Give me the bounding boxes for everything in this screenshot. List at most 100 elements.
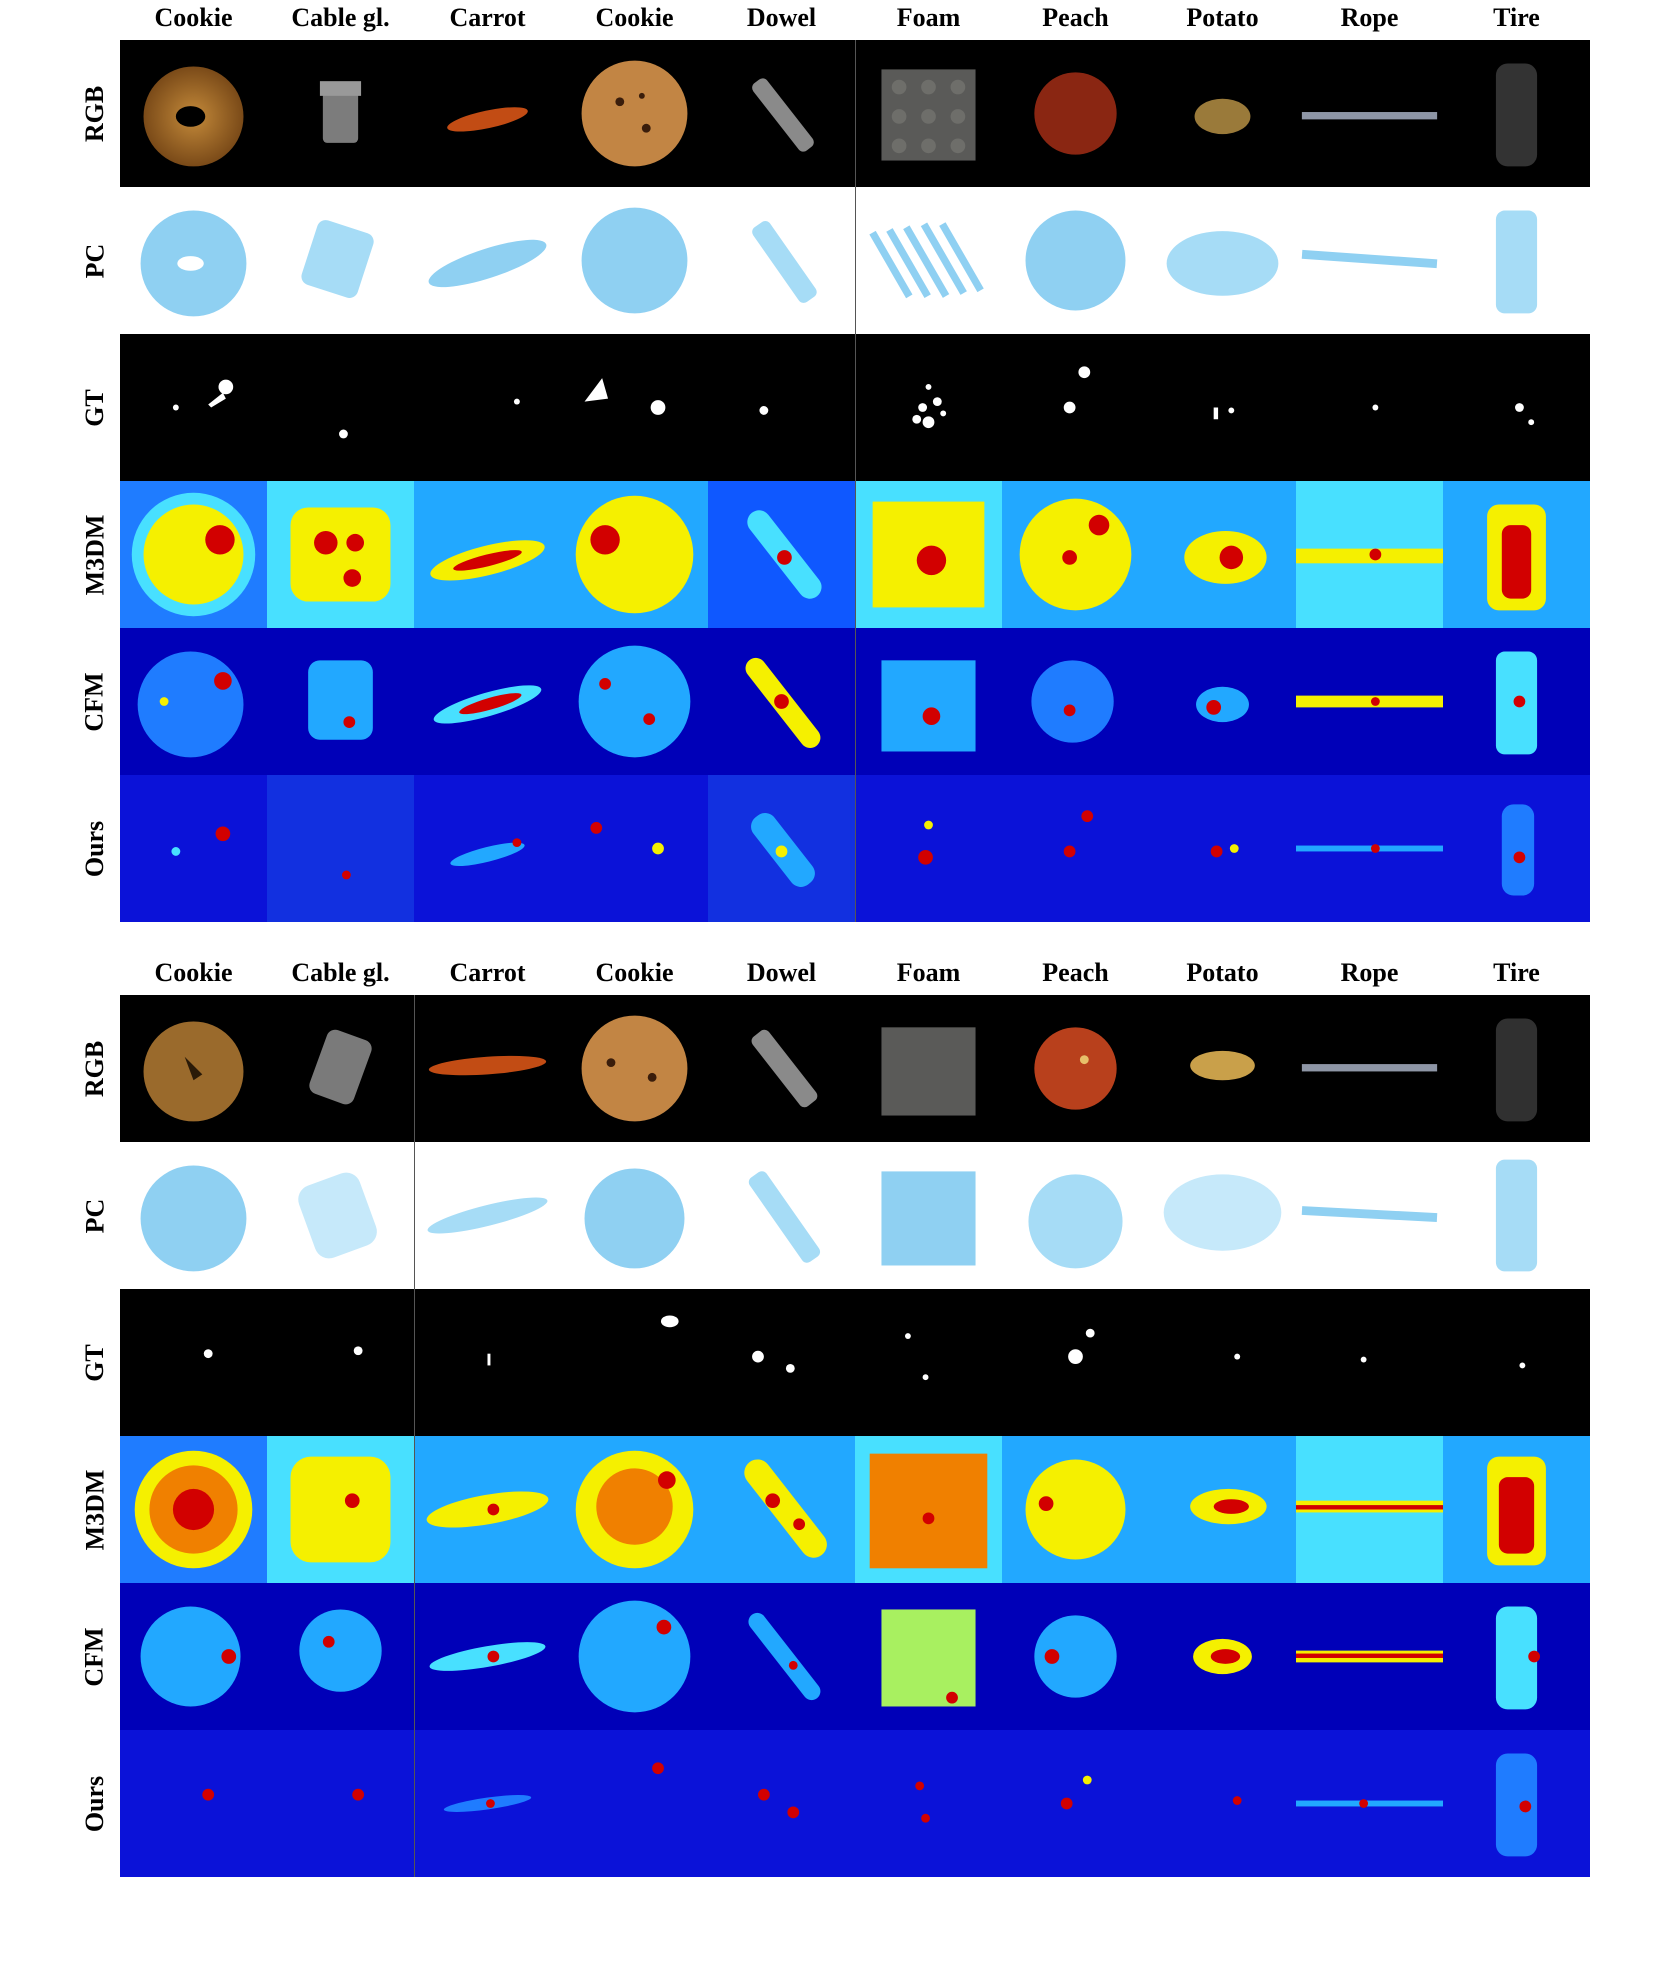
gt-mask [1149,1289,1296,1436]
gt-mask [1296,1289,1443,1436]
m3dm-heatmap [267,481,414,628]
m3dm-heatmap [1296,481,1443,628]
column-header: Cable gl. [291,3,390,32]
m3dm-heatmap [414,1436,561,1583]
ours-heatmap [120,775,267,922]
column-header: Cookie [595,958,674,987]
rgb-image [1149,995,1296,1142]
gt-mask [120,1289,267,1436]
rgb-image [1443,995,1590,1142]
rgb-image [1296,40,1443,187]
gt-mask [120,334,267,481]
rgb-image [561,40,708,187]
pc-image [1002,187,1149,334]
rgb-image [855,995,1002,1142]
column-header: Rope [1340,3,1399,32]
column-header: Potato [1186,958,1259,987]
column-header: Rope [1340,958,1399,987]
gt-mask [708,334,855,481]
pc-image [561,1142,708,1289]
rgb-image [855,40,1002,187]
pc-image [267,1142,414,1289]
m3dm-heatmap [561,1436,708,1583]
m3dm-heatmap [1443,481,1590,628]
ours-heatmap [1296,775,1443,922]
cfm-heatmap [1443,628,1590,775]
gt-mask [1002,1289,1149,1436]
ours-heatmap [414,1730,561,1877]
m3dm-heatmap [708,1436,855,1583]
cfm-heatmap [1149,1583,1296,1730]
column-header: Tire [1493,958,1540,987]
pc-image [414,187,561,334]
pc-image [1149,1142,1296,1289]
cfm-heatmap [708,1583,855,1730]
m3dm-heatmap [1002,481,1149,628]
m3dm-heatmap [1296,1436,1443,1583]
m3dm-heatmap [708,481,855,628]
rgb-image [708,40,855,187]
row-label-rgb: RGB [80,85,109,142]
m3dm-heatmap [120,481,267,628]
m3dm-heatmap [120,1436,267,1583]
row-label-ours: Ours [80,820,109,877]
row-label-m3dm: M3DM [80,514,110,595]
rgb-image [708,995,855,1142]
gt-mask [561,1289,708,1436]
pc-row [120,187,1590,334]
column-header: Carrot [449,3,526,32]
m3dm-heatmap [855,1436,1002,1583]
row-label-cfm: CFM [79,671,109,732]
gt-mask [1443,1289,1590,1436]
ours-heatmap [708,1730,855,1877]
ours-heatmap [414,775,561,922]
rgb-image [1296,995,1443,1142]
ours-heatmap [1443,1730,1590,1877]
ours-heatmap [267,1730,414,1877]
pc-image [855,187,1002,334]
m3dm-heatmap [1149,481,1296,628]
gt-mask [1002,334,1149,481]
pc-image [1002,1142,1149,1289]
rgb-image [120,995,267,1142]
ours-row [120,1730,1590,1877]
cfm-heatmap [708,628,855,775]
ours-row [120,775,1590,922]
gt-row [120,1289,1590,1436]
panel-2: Cookie Cable gl. Carrot Cookie Dowel Foa… [0,955,1661,1885]
rgb-row [120,995,1590,1142]
rgb-image [120,40,267,187]
gt-mask [855,334,1002,481]
rgb-image [1002,40,1149,187]
column-header: Cable gl. [291,958,390,987]
cfm-heatmap [414,628,561,775]
pc-image [120,1142,267,1289]
pc-image [120,187,267,334]
ours-heatmap [1149,1730,1296,1877]
m3dm-heatmap [561,481,708,628]
cfm-heatmap [414,1583,561,1730]
column-header: Peach [1042,3,1109,32]
gt-mask [1149,334,1296,481]
ours-heatmap [1296,1730,1443,1877]
rgb-image [1002,995,1149,1142]
pc-image [1443,1142,1590,1289]
m3dm-heatmap [1149,1436,1296,1583]
ours-heatmap [120,1730,267,1877]
panel-1: Cookie Cable gl. Carrot Cookie Dowel Foa… [0,0,1661,930]
pc-image [1296,1142,1443,1289]
cfm-heatmap [1296,1583,1443,1730]
cfm-heatmap [120,628,267,775]
column-header: Dowel [746,958,817,987]
column-header: Foam [896,958,961,987]
pc-image [414,1142,561,1289]
row-label-m3dm: M3DM [80,1469,110,1550]
ours-heatmap [1443,775,1590,922]
rgb-image [1149,40,1296,187]
column-header: Cookie [154,3,233,32]
rgb-image [1443,40,1590,187]
cfm-heatmap [1149,628,1296,775]
rgb-image [561,995,708,1142]
ours-heatmap [855,1730,1002,1877]
m3dm-row [120,1436,1590,1583]
